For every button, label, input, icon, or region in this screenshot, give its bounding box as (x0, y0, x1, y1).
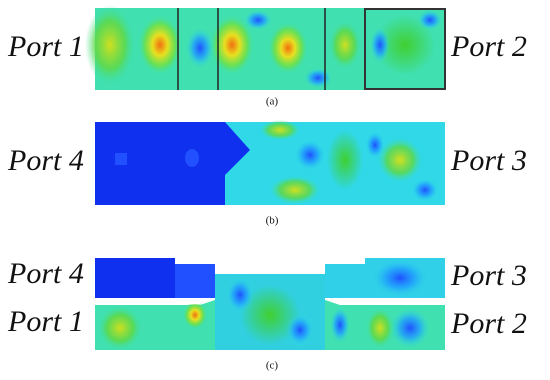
port-label: Port 1 (7, 305, 84, 338)
port-label: Port 2 (450, 307, 527, 340)
port-label: Port 3 (450, 144, 527, 177)
field-map-b (95, 120, 445, 205)
panel-caption: (b) (266, 215, 279, 227)
port-label: Port 1 (7, 30, 84, 63)
field-map-c (95, 258, 445, 350)
field-map-a (85, 5, 446, 90)
port-label: Port 4 (7, 144, 84, 177)
panel-caption: (a) (266, 96, 279, 108)
port-label: Port 2 (450, 30, 527, 63)
panel-caption: (c) (266, 360, 279, 372)
port-label: Port 3 (450, 259, 527, 292)
port-label: Port 4 (7, 257, 84, 290)
